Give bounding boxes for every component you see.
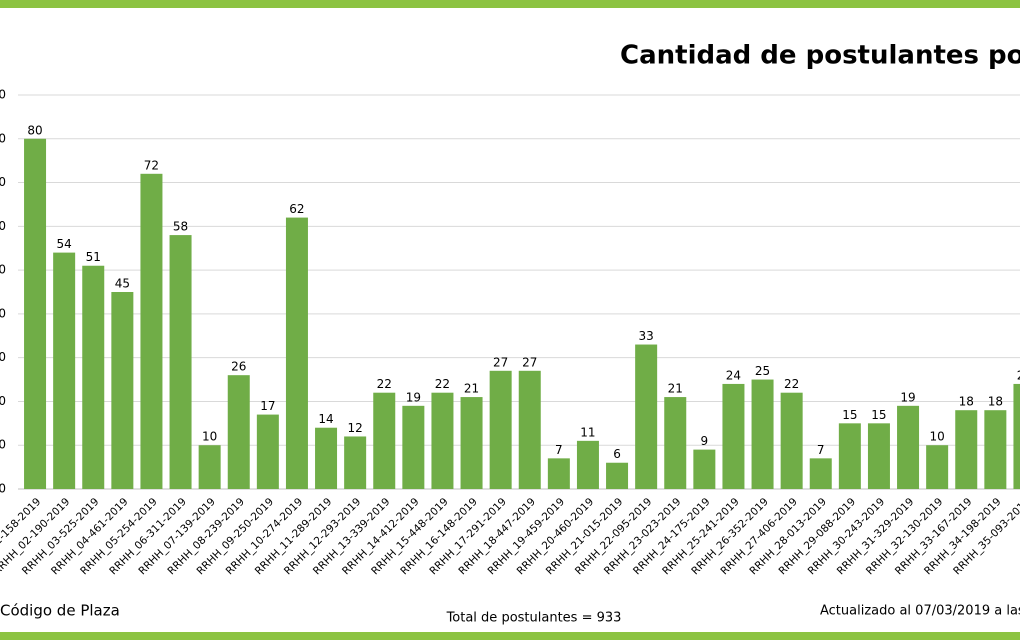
bar	[838, 423, 861, 489]
bar	[955, 410, 978, 489]
bar	[402, 405, 425, 489]
data-label: 10	[202, 430, 217, 444]
data-label: 6	[613, 447, 621, 461]
bar	[1013, 383, 1020, 489]
data-label: 22	[784, 377, 799, 391]
data-label: 26	[231, 360, 246, 374]
bar	[344, 436, 367, 489]
data-label: 17	[260, 399, 275, 413]
data-label: 9	[701, 434, 709, 448]
data-label: 33	[639, 329, 654, 343]
y-tick-label: 60	[0, 219, 6, 233]
data-label: 10	[930, 430, 945, 444]
bar	[373, 392, 396, 489]
x-axis-label: Código de Plaza	[0, 602, 120, 620]
bar	[722, 383, 745, 489]
bar	[780, 392, 803, 489]
data-label: 24	[726, 368, 741, 382]
y-tick-label: 90	[0, 88, 6, 102]
y-tick-label: 80	[0, 131, 6, 145]
y-tick-label: 0	[0, 482, 6, 496]
bar	[431, 392, 454, 489]
data-label: 58	[173, 220, 188, 234]
y-tick-label: 50	[0, 263, 6, 277]
data-label: 72	[144, 158, 159, 172]
data-label: 21	[464, 382, 479, 396]
y-tick-label: 70	[0, 175, 6, 189]
bar	[751, 379, 774, 489]
data-label: 15	[842, 408, 857, 422]
bottom-band	[0, 632, 1020, 640]
bar	[285, 217, 308, 490]
chart-title: Cantidad de postulantes por plaza	[620, 41, 1020, 71]
bar	[867, 423, 890, 489]
data-label: 19	[406, 390, 421, 404]
bar	[315, 427, 338, 489]
bar	[576, 440, 599, 489]
data-label: 45	[115, 277, 130, 291]
bar	[111, 292, 134, 489]
bar	[227, 375, 250, 489]
updated-note: Actualizado al 07/03/2019 a las 1	[820, 604, 1020, 619]
bar	[664, 397, 687, 489]
data-label: 54	[57, 237, 72, 251]
data-label: 62	[289, 202, 304, 216]
bar	[635, 344, 658, 489]
bar	[24, 138, 47, 489]
top-band	[0, 0, 1020, 8]
y-tick-label: 40	[0, 306, 6, 320]
bar	[140, 173, 163, 490]
data-label: 25	[755, 364, 770, 378]
data-label: 12	[348, 421, 363, 435]
bar	[809, 458, 832, 489]
bar	[169, 235, 192, 489]
data-label: 80	[27, 123, 42, 137]
data-label: 27	[522, 355, 537, 369]
data-label: 18	[988, 395, 1003, 409]
bar	[489, 370, 512, 489]
bar	[984, 410, 1007, 489]
y-tick-label: 10	[0, 438, 6, 452]
data-label: 11	[580, 425, 595, 439]
bar	[198, 445, 221, 489]
bar	[897, 405, 920, 489]
bar	[547, 458, 570, 489]
y-tick-label: 20	[0, 394, 6, 408]
bar	[606, 462, 629, 489]
bar	[693, 449, 716, 489]
data-label: 15	[871, 408, 886, 422]
data-label: 14	[318, 412, 333, 426]
data-label: 22	[377, 377, 392, 391]
bar	[460, 397, 483, 489]
data-label: 19	[900, 390, 915, 404]
bar	[518, 370, 541, 489]
data-label: 27	[493, 355, 508, 369]
y-tick-label: 30	[0, 350, 6, 364]
data-label: 18	[959, 395, 974, 409]
data-label: 24	[1017, 368, 1020, 382]
data-label: 22	[435, 377, 450, 391]
data-label: 21	[668, 382, 683, 396]
bar	[256, 414, 279, 489]
total-note: Total de postulantes = 933	[446, 611, 622, 626]
bar	[82, 265, 105, 489]
data-label: 7	[555, 443, 563, 457]
bar	[53, 252, 76, 489]
bar	[926, 445, 949, 489]
data-label: 7	[817, 443, 825, 457]
data-label: 51	[86, 250, 101, 264]
